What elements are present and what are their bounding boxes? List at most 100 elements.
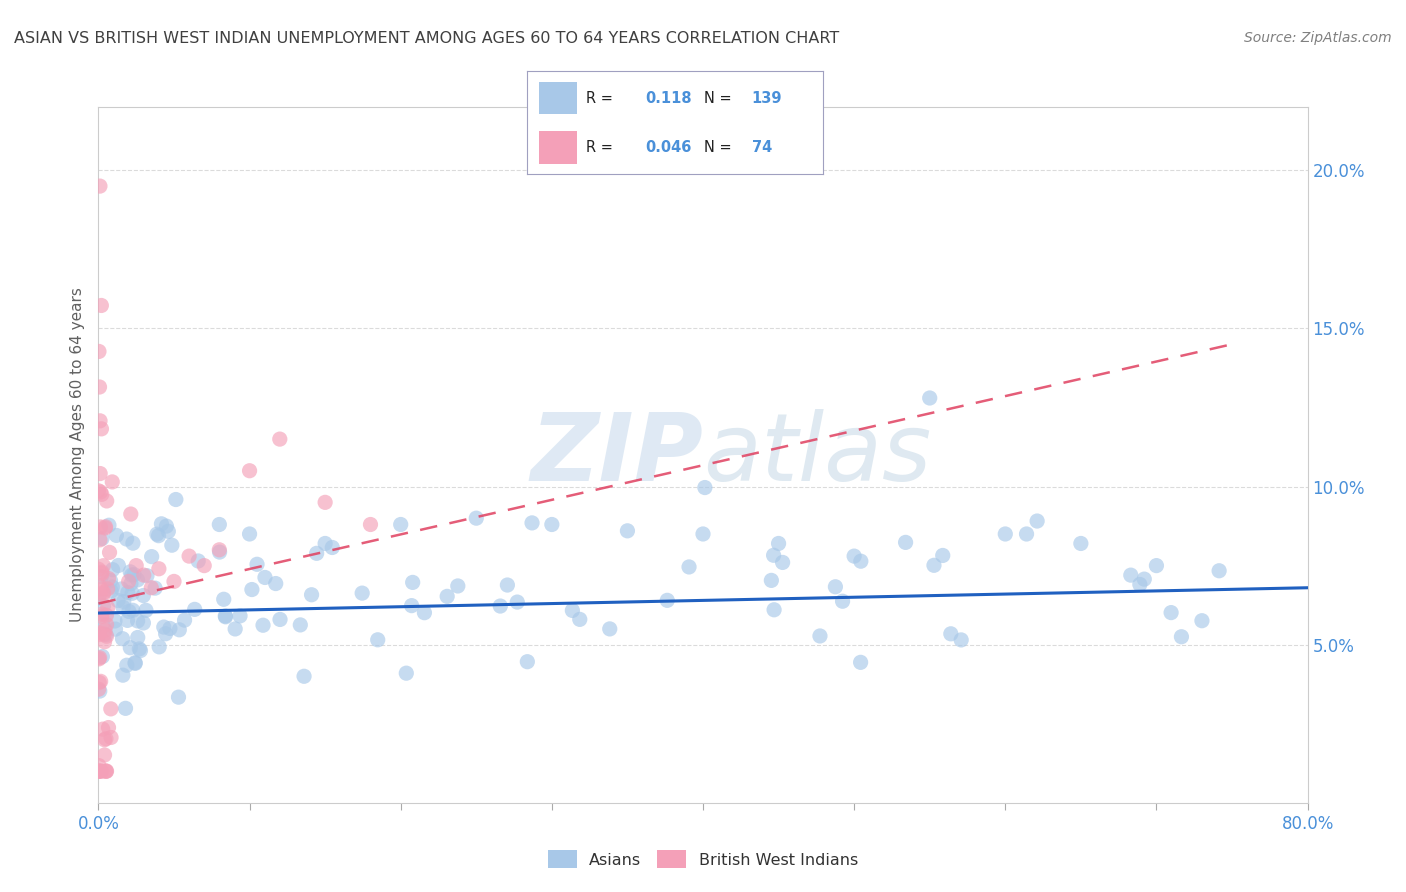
Point <box>127 573 149 587</box>
Point <box>128 642 150 657</box>
Point <box>107 558 129 573</box>
Y-axis label: Unemployment Among Ages 60 to 64 years: Unemployment Among Ages 60 to 64 years <box>70 287 86 623</box>
Point <box>91 532 114 546</box>
Point <box>93 634 115 648</box>
Point <box>772 556 794 570</box>
Point <box>1119 568 1142 582</box>
Point <box>94 624 117 638</box>
Point <box>167 690 190 705</box>
Point <box>849 554 872 568</box>
Point <box>101 563 124 577</box>
Point <box>561 603 583 617</box>
Point <box>844 549 866 563</box>
Point <box>762 549 785 563</box>
Point <box>117 613 139 627</box>
Point <box>93 558 115 573</box>
Point <box>894 535 917 549</box>
Point <box>98 545 121 559</box>
Point <box>87 483 110 498</box>
Point <box>96 494 118 508</box>
Point <box>87 764 110 779</box>
Point <box>89 467 111 481</box>
Text: 0.118: 0.118 <box>645 90 692 105</box>
Point <box>252 618 274 632</box>
Point <box>89 684 111 698</box>
Point <box>301 588 323 602</box>
Point <box>269 612 291 626</box>
Point <box>90 764 112 779</box>
Point <box>489 599 512 613</box>
Point <box>401 599 423 613</box>
Point <box>90 569 112 583</box>
Point <box>132 589 155 603</box>
Point <box>187 554 209 568</box>
Point <box>1208 564 1230 578</box>
Point <box>208 517 231 532</box>
Point <box>160 538 183 552</box>
Point <box>1191 614 1213 628</box>
Point <box>922 558 945 573</box>
Point <box>121 603 143 617</box>
Point <box>105 528 128 542</box>
Point <box>87 591 110 605</box>
Point <box>107 593 129 607</box>
Point <box>104 614 127 628</box>
Point <box>179 549 201 563</box>
Point <box>122 536 145 550</box>
Point <box>150 516 173 531</box>
Point <box>89 627 111 641</box>
Point <box>932 549 955 563</box>
Text: N =: N = <box>704 140 733 155</box>
Point <box>224 622 246 636</box>
Point <box>132 568 155 582</box>
Point <box>568 612 591 626</box>
Point <box>96 629 118 643</box>
Point <box>89 414 111 428</box>
Point <box>96 764 118 779</box>
Point <box>314 495 336 509</box>
Point <box>89 588 111 602</box>
Point <box>193 558 215 573</box>
Point <box>516 655 538 669</box>
Text: 74: 74 <box>752 140 772 155</box>
Point <box>616 524 638 538</box>
Point <box>146 527 169 541</box>
Point <box>114 701 136 715</box>
Point <box>496 578 519 592</box>
Point <box>657 593 679 607</box>
Point <box>157 524 180 539</box>
Point <box>918 391 941 405</box>
Point <box>367 632 389 647</box>
Point <box>120 576 142 591</box>
Point <box>321 541 343 555</box>
Point <box>89 675 111 690</box>
Text: atlas: atlas <box>703 409 931 500</box>
Point <box>692 527 714 541</box>
Point <box>94 731 117 746</box>
Point <box>360 517 382 532</box>
Point <box>100 731 122 745</box>
Point <box>87 764 110 779</box>
Point <box>96 608 118 623</box>
Point <box>1170 630 1192 644</box>
Point <box>264 576 287 591</box>
Point <box>90 764 112 779</box>
Point <box>239 464 262 478</box>
Point <box>129 643 152 657</box>
Point <box>127 614 149 628</box>
Point <box>465 511 488 525</box>
Point <box>91 607 114 621</box>
Point <box>91 722 114 736</box>
Point <box>290 618 312 632</box>
Point <box>678 560 700 574</box>
Point <box>89 380 111 394</box>
Point <box>91 617 114 632</box>
Point <box>127 631 149 645</box>
Point <box>831 594 853 608</box>
Text: R =: R = <box>586 140 613 155</box>
Point <box>124 657 146 671</box>
Point <box>395 666 418 681</box>
Point <box>90 485 112 500</box>
Point <box>112 594 135 608</box>
Point <box>148 529 170 543</box>
